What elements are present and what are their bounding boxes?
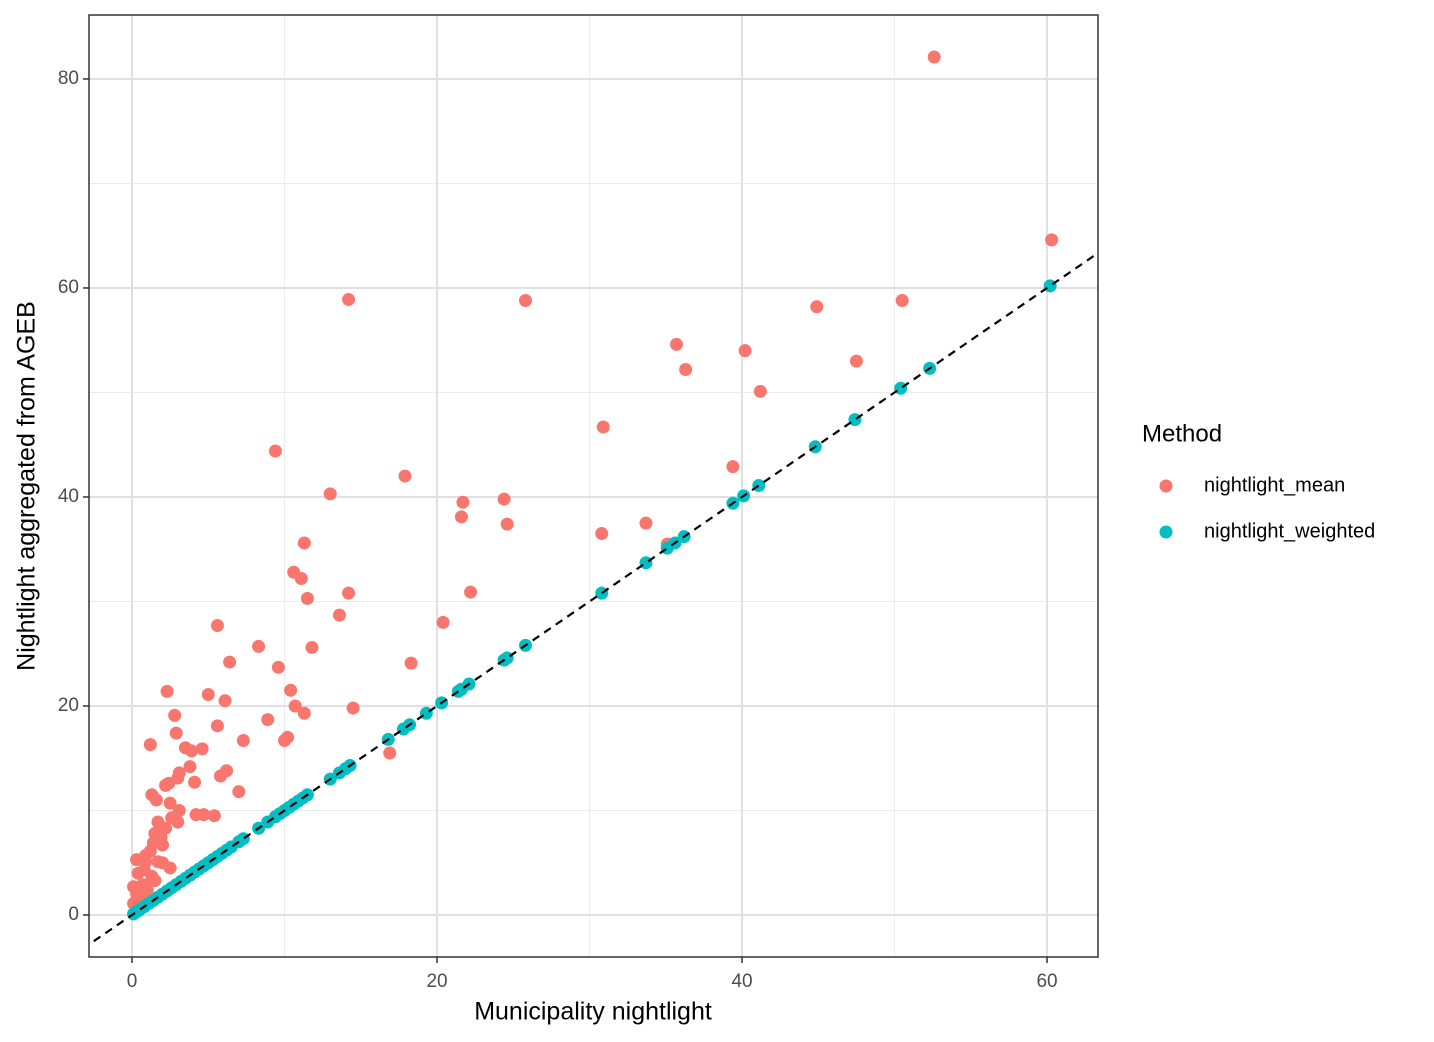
- point: [497, 492, 511, 506]
- point: [252, 639, 266, 653]
- point: [297, 536, 311, 550]
- legend-label: nightlight_weighted: [1204, 520, 1375, 542]
- point: [518, 294, 532, 308]
- point: [213, 769, 227, 783]
- point: [168, 708, 182, 722]
- point: [595, 527, 609, 541]
- point: [148, 874, 162, 888]
- x-tick-label: 40: [731, 971, 752, 992]
- point: [436, 615, 450, 629]
- point: [895, 294, 909, 308]
- point: [810, 300, 824, 314]
- point: [753, 384, 767, 398]
- point: [210, 619, 224, 633]
- identity-line: [89, 251, 1098, 946]
- x-tick-label: 0: [127, 971, 138, 992]
- x-axis-title: Municipality nightlight: [474, 998, 712, 1026]
- point: [927, 50, 941, 64]
- point: [332, 608, 346, 622]
- point: [162, 776, 176, 790]
- point: [207, 809, 221, 823]
- point: [404, 656, 418, 670]
- point: [297, 706, 311, 720]
- point: [639, 516, 653, 530]
- point: [679, 362, 693, 376]
- point: [464, 585, 478, 599]
- point: [143, 738, 157, 752]
- point: [1045, 233, 1059, 247]
- point: [669, 337, 683, 351]
- point: [305, 640, 319, 654]
- point: [163, 796, 177, 810]
- y-tick-label: 60: [58, 277, 79, 298]
- point: [201, 687, 215, 701]
- point: [456, 495, 470, 509]
- point: [849, 354, 863, 368]
- point: [197, 808, 211, 822]
- point: [323, 487, 337, 501]
- panel-border: [88, 14, 1099, 958]
- y-axis-title: Nightlight aggregated from AGEB: [13, 301, 41, 671]
- point: [726, 460, 740, 474]
- x-tick-label: 60: [1036, 971, 1057, 992]
- point: [261, 713, 275, 727]
- point: [169, 726, 183, 740]
- legend-key: [1159, 525, 1173, 539]
- point: [171, 815, 185, 829]
- point: [398, 469, 412, 483]
- x-tick-label: 20: [426, 971, 447, 992]
- plot-area: [89, 50, 1098, 946]
- point: [218, 694, 232, 708]
- point: [288, 699, 302, 713]
- point: [232, 785, 246, 799]
- point: [383, 746, 397, 760]
- point: [294, 571, 308, 585]
- point: [236, 733, 250, 747]
- point: [271, 660, 285, 674]
- y-tick-label: 0: [68, 904, 79, 925]
- point: [156, 838, 170, 852]
- point: [500, 517, 514, 531]
- point: [268, 444, 282, 458]
- point: [346, 701, 360, 715]
- point: [195, 742, 209, 756]
- point: [284, 683, 298, 697]
- point: [188, 775, 202, 789]
- point: [223, 655, 237, 669]
- point: [300, 591, 314, 605]
- point: [454, 510, 468, 524]
- point: [149, 793, 163, 807]
- point: [738, 344, 752, 358]
- point: [342, 292, 356, 306]
- y-tick-label: 80: [58, 68, 79, 89]
- point: [596, 420, 610, 434]
- point: [163, 861, 177, 875]
- point: [210, 719, 224, 733]
- point: [184, 744, 198, 758]
- point: [183, 760, 197, 774]
- y-tick-label: 40: [58, 486, 79, 507]
- y-tick-label: 20: [58, 695, 79, 716]
- point: [278, 733, 292, 747]
- legend-label: nightlight_mean: [1204, 474, 1345, 496]
- point: [342, 586, 356, 600]
- legend-key: [1159, 479, 1173, 493]
- legend-title: Method: [1142, 420, 1222, 447]
- point: [160, 684, 174, 698]
